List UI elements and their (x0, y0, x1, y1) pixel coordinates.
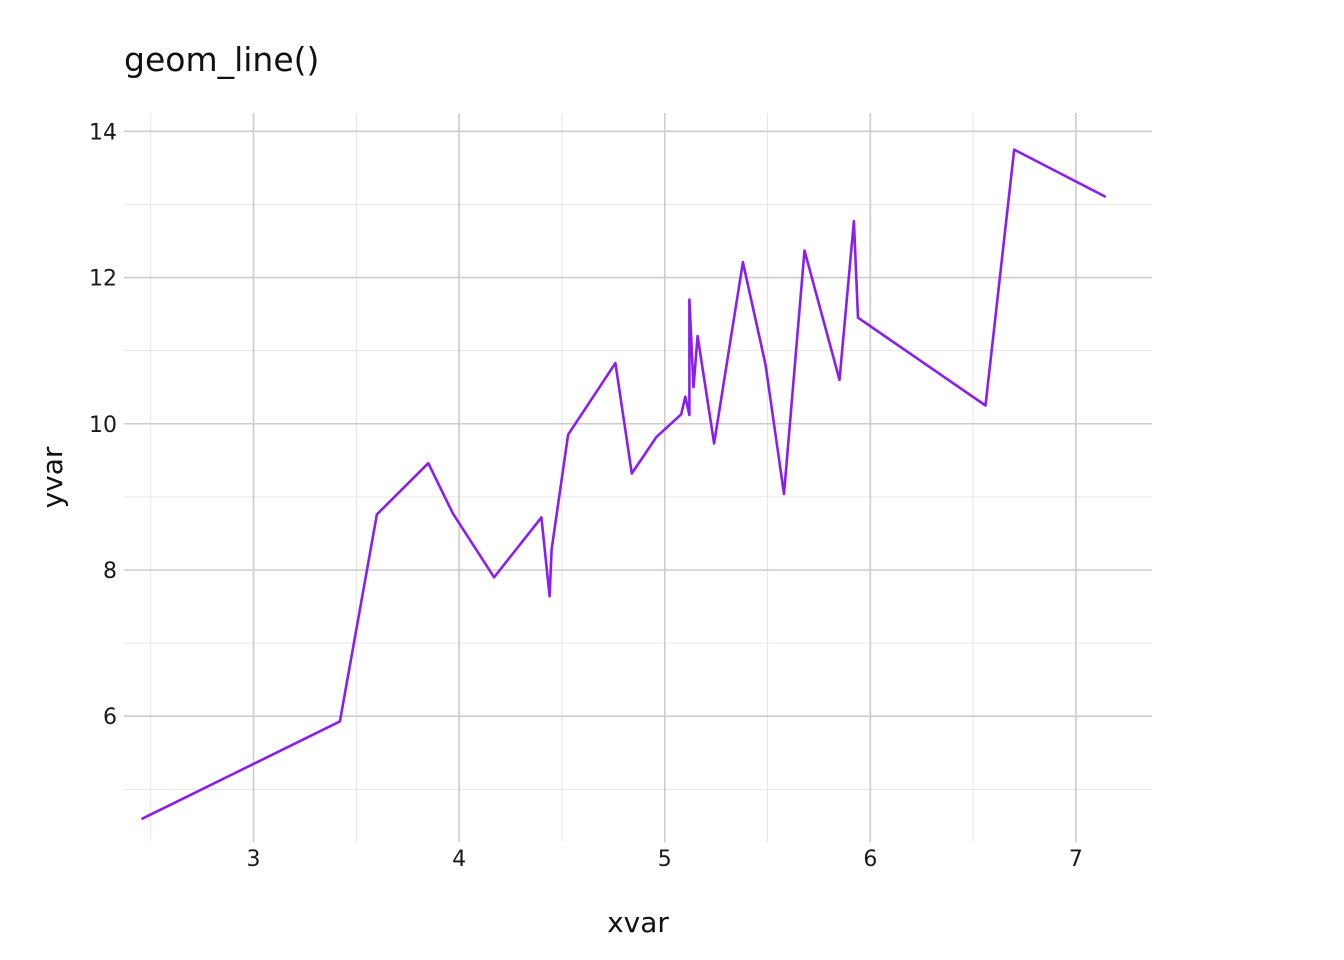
series-layer (141, 148, 1106, 820)
y-tick-label: 12 (89, 267, 117, 292)
y-axis-ticks: 6 8 10 12 14 (89, 120, 117, 730)
x-axis-title: xvar (607, 906, 669, 939)
x-tick-label: 4 (452, 847, 466, 872)
y-tick-label: 14 (89, 120, 117, 145)
y-axis-title: yvar (36, 446, 69, 508)
major-grid (124, 113, 1152, 842)
chart-title: geom_line() (124, 40, 320, 79)
y-tick-label: 8 (103, 559, 117, 584)
x-axis-ticks: 3 4 5 6 7 (247, 847, 1083, 872)
x-tick-label: 7 (1069, 847, 1083, 872)
y-tick-label: 6 (103, 705, 117, 730)
minor-grid (124, 113, 1152, 842)
series-line (141, 148, 1106, 820)
x-tick-label: 5 (658, 847, 672, 872)
x-tick-label: 6 (863, 847, 877, 872)
x-tick-label: 3 (247, 847, 261, 872)
y-tick-label: 10 (89, 413, 117, 438)
